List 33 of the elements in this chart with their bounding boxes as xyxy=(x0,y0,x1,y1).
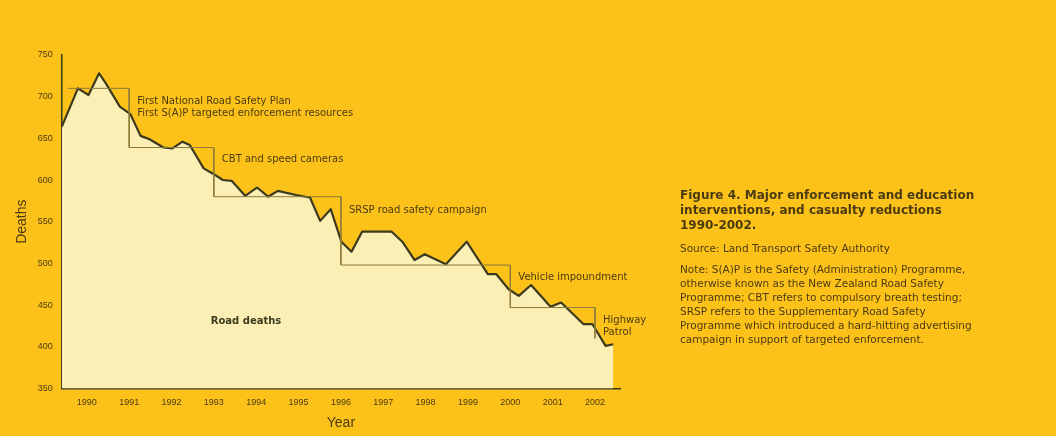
x-tick-label: 1994 xyxy=(246,397,267,408)
x-tick-label: 1996 xyxy=(330,397,351,408)
annotation: First National Road Safety Plan First S(A)P targeted enforcement resources xyxy=(137,95,354,119)
text: Figure 4. Major enforcement and education interventions, and casualty reductions 1990-2002. xyxy=(680,188,976,233)
y-tick-label: 650 xyxy=(37,132,53,143)
source-note: Source: Land Transport Safety Authority xyxy=(680,241,891,255)
x-tick-label: 1990 xyxy=(76,397,97,408)
x-tick-label: 1998 xyxy=(415,397,436,408)
annotation: SRSP road safety campaign xyxy=(348,203,487,215)
x-tick-label: 1993 xyxy=(203,397,224,408)
annotation: Vehicle impoundment xyxy=(518,271,628,283)
x-tick-label: 1995 xyxy=(288,397,309,408)
y-tick-label: 400 xyxy=(37,341,53,352)
text: Note: S(A)P is the Safety (Administration) Programme, otherwise known as the New Zealand Road Safety Programme; CBT refers to compulsory breath testing; SRSP refers to the Supplementary Road Safety Programme which introduced a hard-hitting advertising campaign in support of targeted enforcement. xyxy=(680,262,973,346)
y-tick-label: 500 xyxy=(37,257,53,268)
x-tick-label: 1997 xyxy=(373,397,394,408)
annotation: Highway Patrol xyxy=(603,314,647,338)
x-tick-label: 1999 xyxy=(457,397,478,408)
x-tick-label: 2002 xyxy=(585,397,606,408)
y-tick-label: 750 xyxy=(37,49,53,60)
y-tick-label: 600 xyxy=(37,174,53,185)
y-tick-label: 350 xyxy=(37,382,53,393)
y-axis-title: Deaths xyxy=(13,199,30,244)
x-tick-label: 2000 xyxy=(500,397,521,408)
y-tick-label: 450 xyxy=(37,299,53,310)
x-tick-label: 1992 xyxy=(161,397,182,408)
x-tick-label: 1991 xyxy=(119,397,140,408)
x-tick-label: 2001 xyxy=(542,397,563,408)
series-label: Road deaths xyxy=(210,315,282,327)
y-tick-label: 550 xyxy=(37,216,53,227)
y-tick-label: 700 xyxy=(37,91,53,102)
x-axis-title: Year xyxy=(326,414,356,431)
annotation: CBT and speed cameras xyxy=(221,152,344,164)
